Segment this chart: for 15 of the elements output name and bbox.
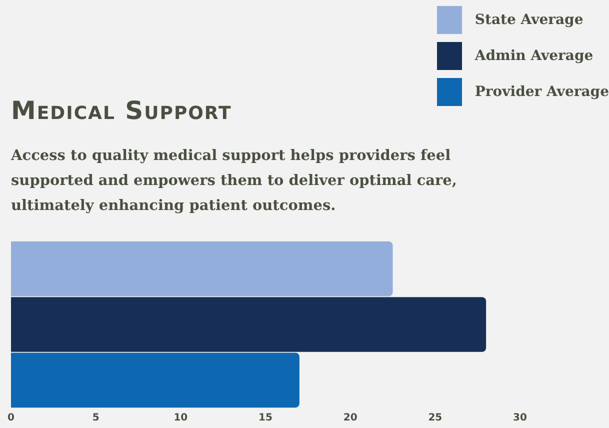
legend-label: State Average xyxy=(474,12,584,28)
x-tick-label: 25 xyxy=(428,412,442,424)
chart-subtitle: Access to quality medical support helps providers feel supported and empowers them to deliver optimal care, ultimately enhancing patient outcomes. xyxy=(11,146,458,216)
legend-label: Provider Average xyxy=(474,84,609,100)
bar xyxy=(11,297,486,352)
bar xyxy=(11,241,393,296)
x-tick-label: 30 xyxy=(513,412,527,424)
bar xyxy=(11,352,300,408)
x-tick-label: 0 xyxy=(8,412,15,424)
x-tick-label: 10 xyxy=(174,412,188,424)
legend-label: Admin Average xyxy=(474,48,594,64)
x-tick-label: 5 xyxy=(92,412,100,424)
chart-title: Medical Support xyxy=(11,96,232,125)
x-tick-label: 15 xyxy=(258,412,272,424)
x-tick-label: 20 xyxy=(343,412,358,424)
